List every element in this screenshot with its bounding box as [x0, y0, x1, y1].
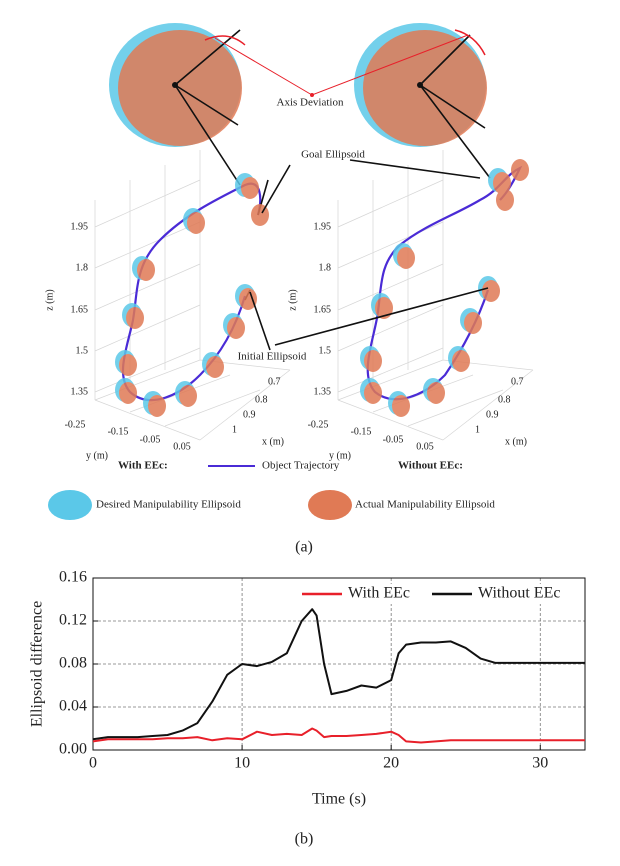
x-axis-label: x (m) — [262, 436, 284, 447]
y-tick-label: 0.08 — [59, 655, 87, 672]
annotation: Goal Ellipsoid — [301, 149, 365, 161]
legend-text: Desired Manipulability Ellipsoid — [96, 499, 241, 511]
legend-text: Object Trajectory — [262, 460, 340, 472]
y-tick-label: -0.05 — [383, 434, 404, 445]
y-tick-label: 0.05 — [416, 441, 434, 452]
z-tick-label: 1.65 — [71, 304, 89, 315]
legend-swatch — [308, 490, 352, 520]
legend-text: Without EEc: — [398, 460, 463, 472]
y-tick-label: 0.16 — [59, 569, 87, 586]
z-tick-label: 1.95 — [314, 221, 332, 232]
legend-label: Without EEc — [478, 585, 560, 602]
x-tick-label: 0 — [89, 755, 97, 772]
y-tick-label: 0.12 — [59, 612, 87, 629]
line-chart: 0.00 0.04 0.08 0.12 0.16 0 10 20 30 Time (s) Ellip… — [29, 569, 586, 808]
x-tick-label: 0.8 — [255, 394, 268, 405]
z-tick-label: 1.5 — [76, 345, 89, 356]
caption: (b) — [295, 831, 314, 848]
z-tick-label: 1.8 — [76, 262, 89, 273]
y-axis-label: Ellipsoid difference — [29, 601, 46, 727]
x-tick-label: 10 — [234, 755, 250, 772]
y-tick-label: 0.04 — [59, 698, 87, 715]
x-tick-label: 20 — [383, 755, 399, 772]
annotation: Axis Deviation — [277, 97, 344, 109]
x-tick-label: 1 — [232, 424, 237, 435]
z-tick-label: 1.95 — [71, 221, 89, 232]
y-tick-label: -0.25 — [65, 419, 86, 430]
axis-deviation-illustration — [109, 23, 491, 186]
x-tick-label: 0.9 — [243, 409, 256, 420]
x-tick-label: 30 — [532, 755, 548, 772]
legend-swatch — [48, 490, 92, 520]
z-tick-label: 1.65 — [314, 304, 332, 315]
z-tick-label: 1.8 — [319, 262, 332, 273]
y-tick-label: -0.15 — [351, 426, 372, 437]
z-tick-label: 1.35 — [71, 386, 89, 397]
caption: (a) — [295, 539, 313, 556]
legend-text: With EEc: — [118, 460, 168, 472]
pointer-arrows — [249, 159, 489, 351]
z-tick-label: 1.5 — [319, 345, 332, 356]
y-tick-label: -0.05 — [140, 434, 161, 445]
x-tick-label: 0.7 — [268, 376, 281, 387]
y-axis-label: y (m) — [86, 450, 108, 461]
x-axis-label: Time (s) — [312, 791, 366, 808]
y-tick-label: 0.00 — [59, 741, 87, 758]
plot-frame — [92, 577, 586, 751]
x-axis-label: x (m) — [505, 436, 527, 447]
3d-axis-labels: 1.95 1.8 1.65 1.5 1.35 z (m) -0.25 -0.15 -0.05 0.… — [44, 221, 527, 461]
z-axis-label: z (m) — [44, 289, 55, 310]
legend-text: Actual Manipulability Ellipsoid — [355, 499, 495, 511]
x-tick-label: 1 — [475, 424, 480, 435]
series-line — [92, 727, 585, 744]
x-tick-label: 0.8 — [498, 394, 511, 405]
y-tick-label: 0.05 — [173, 441, 191, 452]
y-tick-label: -0.25 — [308, 419, 329, 430]
legend-label: With EEc — [348, 585, 410, 602]
y-tick-label: -0.15 — [108, 426, 129, 437]
z-axis-label: z (m) — [287, 289, 298, 310]
small-ellipsoids — [115, 159, 529, 417]
y-axis-label: y (m) — [329, 450, 351, 461]
z-tick-label: 1.35 — [314, 386, 332, 397]
x-tick-label: 0.7 — [511, 376, 524, 387]
x-tick-label: 0.9 — [486, 409, 499, 420]
annotation: Initial Ellipsoid — [238, 351, 307, 363]
series-line — [92, 608, 585, 741]
